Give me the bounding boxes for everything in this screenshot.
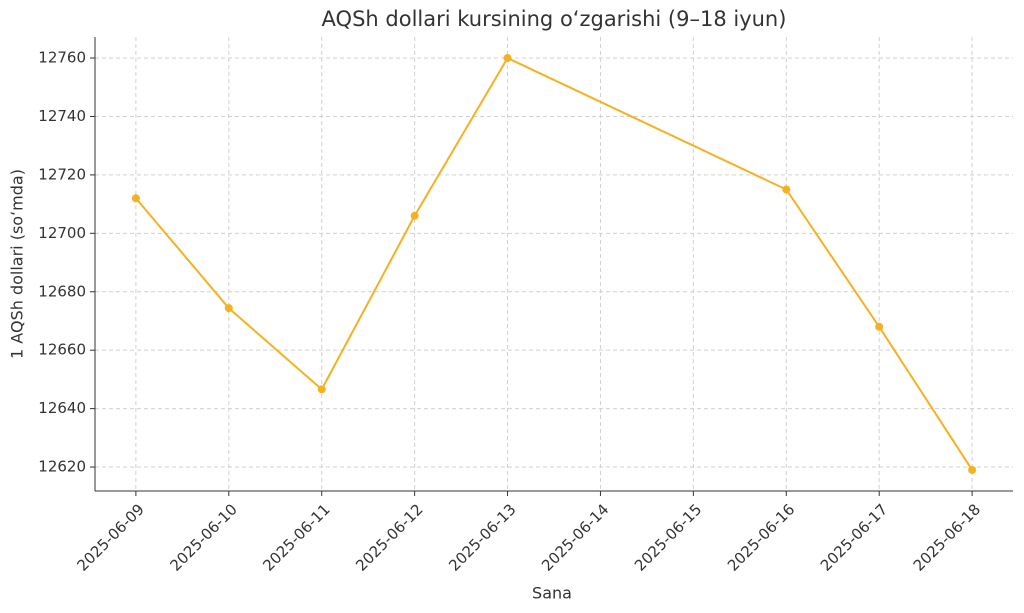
- point: [968, 465, 977, 474]
- x-axis-label: Sana: [532, 584, 572, 603]
- x-tick-label: 2025-06-17: [817, 500, 891, 574]
- point: [503, 54, 512, 63]
- x-tick-label: 2025-06-18: [910, 500, 984, 574]
- point: [224, 304, 233, 313]
- y-tick-label: 12680: [38, 282, 86, 300]
- point: [875, 322, 884, 331]
- x-tick-label: 2025-06-12: [352, 500, 426, 574]
- chart-title: AQSh dollari kursining oʻzgarishi (9–18 …: [322, 7, 787, 31]
- y-tick-label: 12660: [38, 341, 86, 359]
- x-tick-label: 2025-06-09: [74, 500, 148, 574]
- y-tick-label: 12740: [38, 107, 86, 125]
- x-tick-label: 2025-06-13: [445, 500, 519, 574]
- line: [135, 56, 973, 471]
- point: [410, 211, 419, 220]
- point: [317, 385, 326, 394]
- y-tick-label: 12640: [38, 399, 86, 417]
- y-tick-label: 12720: [38, 165, 86, 183]
- x-tick-label: 2025-06-14: [538, 500, 612, 574]
- point: [131, 194, 140, 203]
- y-axis-label: 1 AQSh dollari (soʻmda): [8, 169, 27, 359]
- y-tick-label: 12620: [38, 458, 86, 476]
- y-tick-label: 12700: [38, 224, 86, 242]
- x-tick-label: 2025-06-11: [259, 500, 333, 574]
- x-tick-label: 2025-06-16: [724, 500, 798, 574]
- x-tick-label: 2025-06-15: [631, 500, 705, 574]
- point: [782, 185, 791, 194]
- x-tick-label: 2025-06-10: [166, 500, 240, 574]
- y-tick-label: 12760: [38, 49, 86, 67]
